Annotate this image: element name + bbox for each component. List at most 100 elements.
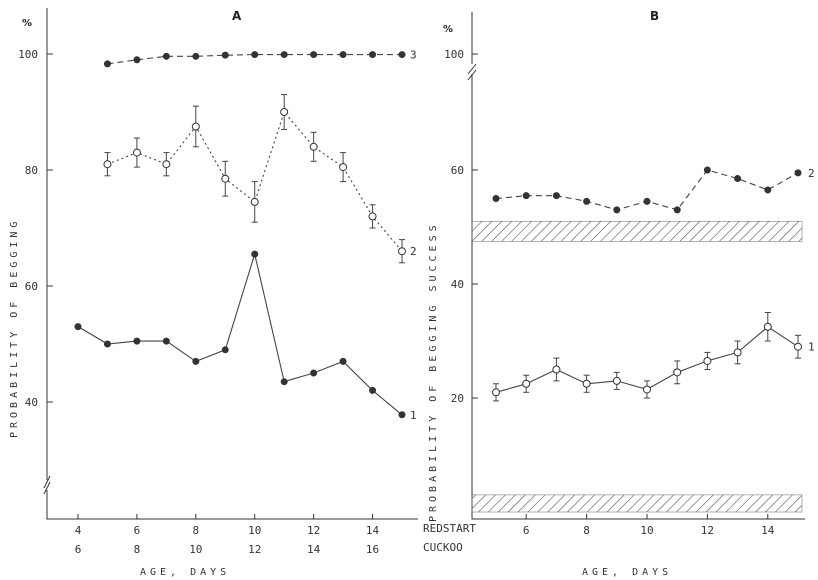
panel-b-hatched-bands	[471, 221, 803, 513]
a-point	[132, 148, 141, 157]
a-point	[221, 51, 229, 59]
b-point	[582, 379, 591, 388]
a-point	[251, 250, 259, 258]
a-point	[133, 337, 141, 345]
panel-a-y-ticks: 40 60 80 100	[18, 48, 53, 409]
a-ytick-label: 40	[25, 396, 38, 409]
a-point	[398, 411, 406, 419]
b-point	[552, 192, 560, 200]
b-series-label: 2	[808, 167, 815, 180]
a-point	[192, 357, 200, 365]
a-point	[162, 337, 170, 345]
a-point	[162, 52, 170, 60]
a-point	[280, 51, 288, 59]
a-point	[368, 212, 377, 221]
a-series-label: 3	[410, 49, 417, 62]
panel-b-xlabel: AGE, DAYS	[582, 567, 672, 578]
a-point	[191, 122, 200, 131]
b-point	[522, 379, 531, 388]
a-point	[103, 340, 111, 348]
a-point	[310, 369, 318, 377]
b-xtick-label: 6	[523, 524, 530, 537]
b-series-1: 1	[492, 312, 815, 402]
b-point	[703, 166, 711, 174]
panel-a-unit: %	[22, 18, 32, 29]
a-series-1: 1	[74, 250, 417, 422]
b-point	[552, 365, 561, 374]
b-series-label: 1	[808, 341, 815, 354]
b-point	[763, 322, 772, 331]
a-line-3	[107, 54, 402, 65]
panel-b-title: B	[650, 9, 659, 23]
a-point	[221, 174, 230, 183]
a-point	[280, 108, 289, 116]
panel-a: A % PROBABILITY OF BEGGING AGE, DAYS 40 6…	[9, 8, 418, 578]
panel-a-x-ticks: 4 6 8 10 12 14 6 8 10 12 14 16	[75, 514, 380, 556]
panel-a-title: A	[232, 9, 242, 23]
a-series-label: 1	[410, 409, 417, 422]
b-point	[522, 192, 530, 200]
a-xtick-label-redstart: 8	[193, 524, 200, 537]
b-xtick-label: 10	[640, 524, 653, 537]
panel-a-ylabel: PROBABILITY OF BEGGING	[9, 218, 20, 438]
a-point	[280, 378, 288, 386]
x-row-label-redstart: REDSTART	[423, 522, 476, 535]
panel-a-x-axis	[46, 490, 418, 520]
a-xtick-label-redstart: 6	[134, 524, 141, 537]
panel-b: B % PROBABILITY OF BEGGING SUCCESS AGE, …	[423, 9, 815, 578]
b-point	[492, 195, 500, 202]
b-point	[643, 385, 651, 394]
b-hatched-band	[471, 494, 803, 513]
a-point	[221, 346, 229, 354]
b-ytick-label: 40	[451, 278, 464, 291]
a-point	[339, 163, 348, 172]
b-series-2: 2	[492, 166, 815, 214]
a-ytick-label: 60	[25, 280, 38, 293]
b-xtick-label: 14	[761, 524, 775, 537]
a-ytick-label: 80	[25, 164, 38, 177]
a-point	[74, 323, 82, 331]
b-point	[764, 186, 772, 194]
x-row-label-cuckoo: CUCKOO	[423, 541, 463, 554]
a-xtick-label-cuckoo: 14	[307, 543, 321, 556]
panel-a-y-axis-break	[43, 475, 51, 495]
a-xtick-label-cuckoo: 6	[75, 543, 82, 556]
panel-b-x-ticks: 6 8 10 12 14	[523, 514, 775, 537]
b-point	[492, 388, 500, 397]
b-point	[643, 197, 651, 205]
b-ytick-label: 20	[451, 392, 464, 405]
a-point	[103, 60, 111, 68]
a-xtick-label-cuckoo: 12	[248, 543, 261, 556]
a-point	[309, 142, 318, 151]
b-hatched-band	[471, 221, 803, 242]
a-xtick-label-redstart: 4	[75, 524, 82, 537]
b-point	[794, 169, 802, 177]
a-xtick-label-cuckoo: 16	[366, 543, 379, 556]
a-xtick-label-redstart: 12	[307, 524, 320, 537]
a-point	[251, 51, 259, 59]
a-point	[369, 386, 377, 394]
panel-b-y-ticks: 20 40 60 100	[444, 48, 478, 405]
a-point	[103, 160, 112, 169]
a-point	[192, 52, 200, 60]
b-xtick-label: 8	[583, 524, 590, 537]
a-point	[339, 51, 347, 59]
a-series-label: 2	[410, 245, 417, 258]
b-xtick-label: 12	[701, 524, 714, 537]
b-ytick-label: 60	[451, 164, 464, 177]
a-point	[250, 197, 259, 206]
panel-a-xlabel: AGE, DAYS	[140, 567, 230, 578]
b-point	[673, 206, 681, 214]
b-point	[733, 348, 742, 357]
a-point	[162, 160, 171, 169]
a-xtick-label-cuckoo: 8	[134, 543, 141, 556]
a-point	[310, 51, 318, 59]
a-point	[133, 56, 141, 64]
b-point	[673, 368, 682, 377]
a-point	[369, 51, 377, 59]
b-point	[794, 342, 802, 351]
panel-b-series: 21	[492, 166, 815, 402]
b-point	[703, 356, 712, 365]
b-point	[734, 175, 742, 183]
